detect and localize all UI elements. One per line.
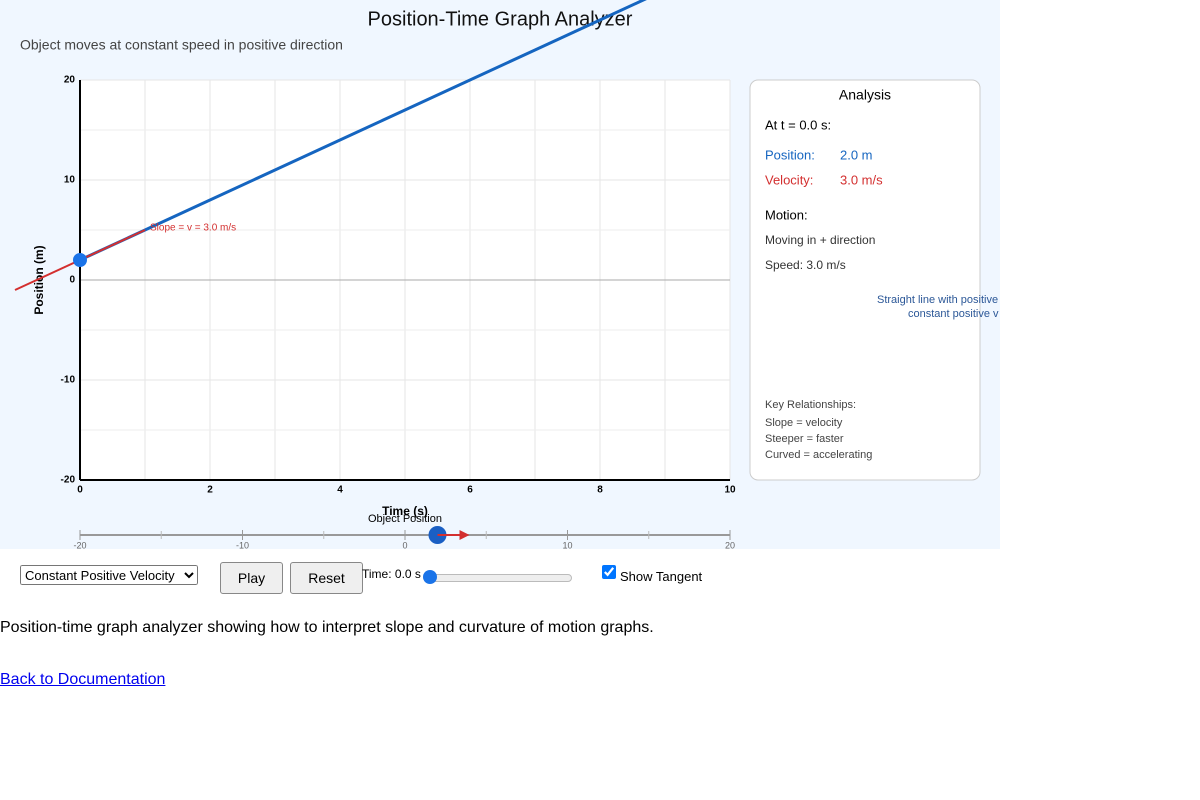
- y-tick-label: 0: [69, 275, 75, 286]
- number-line-label: Object Position: [368, 513, 442, 525]
- number-line-tick-label: -10: [236, 540, 249, 549]
- y-tick-label: 20: [64, 75, 76, 86]
- note: Straight line with positive: [877, 294, 998, 306]
- key-line: Steeper = faster: [765, 433, 844, 445]
- x-tick-label: 10: [724, 485, 736, 496]
- number-line-tick-label: 0: [402, 540, 407, 549]
- velocity-value: 3.0 m/s: [840, 172, 883, 187]
- speed: Speed: 3.0 m/s: [765, 258, 846, 272]
- description: Position-time graph analyzer showing how…: [0, 619, 654, 636]
- scenario-select[interactable]: Constant Positive Velocity: [20, 565, 198, 585]
- x-axis-label: Time (s): [382, 504, 428, 518]
- slider-thumb[interactable]: [423, 570, 437, 584]
- position-label: Position:: [765, 147, 815, 162]
- tangent-checkbox[interactable]: [602, 565, 616, 579]
- reset-button[interactable]: Reset: [290, 562, 363, 594]
- tangent-label: Slope = v = 3.0 m/s: [150, 223, 236, 234]
- key-line: Curved = accelerating: [765, 449, 872, 461]
- number-line-tick-label: -20: [73, 540, 86, 549]
- number-line-tick-label: 10: [562, 540, 572, 549]
- x-tick-label: 4: [337, 485, 343, 496]
- x-tick-label: 2: [207, 485, 213, 496]
- y-tick-label: -10: [61, 375, 76, 386]
- key-line: Slope = velocity: [765, 417, 843, 429]
- time-label: Time: 0.0 s: [362, 567, 421, 581]
- play-button[interactable]: Play: [220, 562, 283, 594]
- analysis-panel: [749, 79, 981, 481]
- analysis-title: Analysis: [839, 87, 891, 103]
- x-tick-label: 8: [597, 485, 603, 496]
- note: constant positive v: [908, 308, 999, 320]
- tangent-label: Show Tangent: [620, 569, 703, 584]
- motion-label: Motion:: [765, 207, 808, 222]
- time-text: At t = 0.0 s:: [765, 117, 831, 132]
- y-tick-label: 10: [64, 175, 76, 186]
- y-tick-label: -20: [61, 475, 76, 486]
- title: Position-Time Graph Analyzer: [368, 8, 633, 30]
- current-point: [73, 253, 87, 267]
- x-tick-label: 0: [77, 485, 83, 496]
- key-title: Key Relationships:: [765, 399, 856, 411]
- velocity-arrowhead: [459, 530, 470, 540]
- position-value: 2.0 m: [840, 147, 873, 162]
- velocity-label: Velocity:: [765, 172, 813, 187]
- doc-link[interactable]: Back to Documentation: [0, 671, 166, 688]
- subtitle: Object moves at constant speed in positi…: [20, 37, 343, 53]
- motion-direction: Moving in + direction: [765, 233, 875, 247]
- y-axis-label: Position (m): [32, 245, 46, 314]
- x-tick-label: 6: [467, 485, 473, 496]
- number-line-tick-label: 20: [725, 540, 735, 549]
- simulation: Position-Time Graph Analyzer Object move…: [0, 0, 1000, 549]
- position-line: [79, 0, 647, 262]
- time-slider[interactable]: [425, 574, 572, 582]
